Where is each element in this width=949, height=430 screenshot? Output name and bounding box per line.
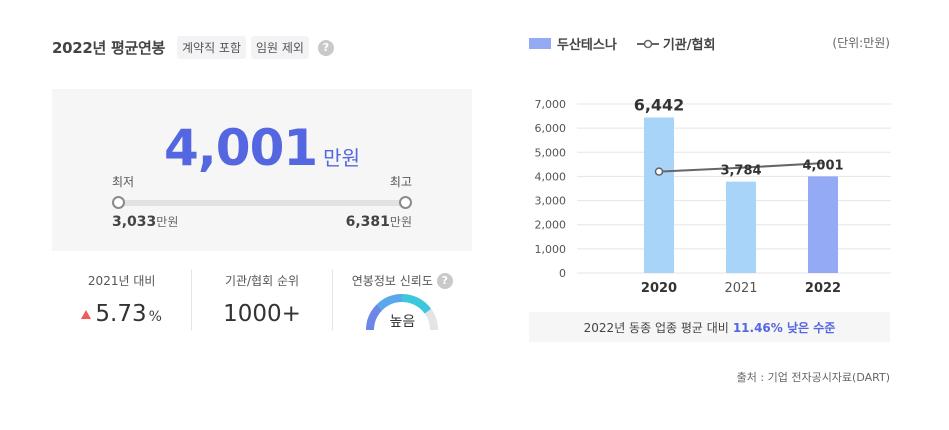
legend-benchmark-label: 기관/협회: [662, 38, 716, 53]
reliability-label-row: 연봉정보 신뢰도 ?: [333, 272, 472, 289]
increase-arrow-icon: [81, 309, 92, 319]
rank-label: 기관/협회 순위: [224, 274, 300, 288]
y-tick-label: 5,000: [535, 146, 567, 159]
yoy-value-row: 5.73 %: [52, 301, 191, 327]
range-max-knob: [399, 196, 412, 209]
range-min-knob: [112, 196, 125, 209]
salary-chart: 0 1,000 2,000 3,000 4,000 5,000 6,000 7,000 6,44…: [529, 86, 891, 306]
yoy-stat: 2021년 대비 5.73 %: [52, 270, 191, 330]
benchmark-line: [658, 162, 824, 173]
x-tick-label: 2020: [641, 281, 677, 296]
y-tick-label: 6,000: [535, 122, 567, 135]
reliability-value: 높음: [389, 314, 416, 330]
salary-chart-svg: 0 1,000 2,000 3,000 4,000 5,000 6,000 7,000 6,44…: [535, 95, 891, 296]
y-tick-label: 1,000: [535, 243, 567, 256]
benchmark-point: [654, 167, 664, 176]
yoy-value: 5.73: [95, 301, 147, 327]
max-salary: 6,381만원: [346, 213, 412, 230]
y-tick-label: 7,000: [535, 98, 567, 111]
reliability-stat: 연봉정보 신뢰도 ? 높음: [331, 270, 472, 331]
comparison-highlight: 11.46% 낮은 수준: [732, 320, 836, 335]
page-title: 2022년 평균연봉: [52, 39, 165, 57]
min-salary-value: 3,033: [112, 214, 157, 230]
tag-contract-included: 계약직 포함: [176, 36, 246, 59]
rank-value: 1000+: [223, 301, 301, 327]
industry-comparison: 2022년 동종 업종 평균 대비 11.46% 낮은 수준: [529, 312, 890, 342]
y-tick-label: 0: [559, 267, 566, 280]
help-icon[interactable]: ?: [317, 39, 334, 56]
comparison-text: 2022년 동종 업종 평균 대비: [583, 320, 729, 335]
min-salary: 3,033만원: [112, 213, 178, 230]
tag-executives-excluded: 임원 제외: [251, 36, 309, 59]
legend-bar-swatch: [529, 38, 551, 49]
gauge-segment-low: [366, 304, 383, 331]
bar-value-label: 6,442: [634, 95, 685, 114]
reliability-gauge: [366, 294, 439, 331]
salary-range-track: [118, 200, 406, 206]
average-salary-unit: 만원: [323, 146, 360, 170]
reliability-label: 연봉정보 신뢰도: [351, 274, 433, 288]
source-note: 출처 : 기업 전자공시자료(DART): [736, 371, 890, 384]
legend-company-label: 두산테스나: [557, 38, 617, 53]
bar: [726, 181, 756, 273]
gauge-segment-high: [402, 294, 432, 314]
help-icon[interactable]: ?: [436, 272, 453, 289]
y-tick-label: 4,000: [535, 170, 567, 183]
yoy-label: 2021년 대비: [87, 274, 156, 288]
bar-value-label: 4,001: [802, 158, 843, 173]
legend-line-swatch: [636, 39, 659, 48]
chart-legend: 두산테스나 기관/협회: [529, 34, 735, 53]
average-salary-value: 4,001: [164, 119, 318, 177]
gauge-segment-mid: [376, 294, 403, 311]
average-salary-card: 4,001 만원 최저 최고 3,033만원 6,381만원: [52, 89, 472, 251]
x-tick-label: 2022: [805, 281, 841, 296]
salary-header: 2022년 평균연봉 계약직 포함 임원 제외 ?: [52, 36, 334, 59]
legend-company: 두산테스나: [529, 34, 617, 53]
average-salary: 4,001 만원: [52, 119, 472, 177]
y-tick-label: 2,000: [535, 219, 567, 232]
x-tick-label: 2021: [724, 281, 757, 296]
max-salary-unit: 만원: [389, 215, 412, 229]
bar: [644, 117, 674, 273]
yoy-unit: %: [148, 309, 162, 325]
max-salary-value: 6,381: [345, 214, 390, 230]
bar: [808, 176, 838, 273]
max-label: 최고: [389, 175, 412, 189]
y-tick-label: 3,000: [535, 195, 567, 208]
salary-stats: 2021년 대비 5.73 % 기관/협회 순위 1000+ 연봉정보 신뢰도 …: [52, 270, 472, 331]
min-label: 최저: [112, 175, 135, 189]
rank-stat: 기관/협회 순위 1000+: [191, 270, 331, 330]
unit-note: (단위:만원): [832, 36, 890, 50]
min-salary-unit: 만원: [156, 215, 179, 229]
bar-value-label: 3,784: [720, 164, 761, 179]
legend-benchmark: 기관/협회: [636, 34, 716, 53]
